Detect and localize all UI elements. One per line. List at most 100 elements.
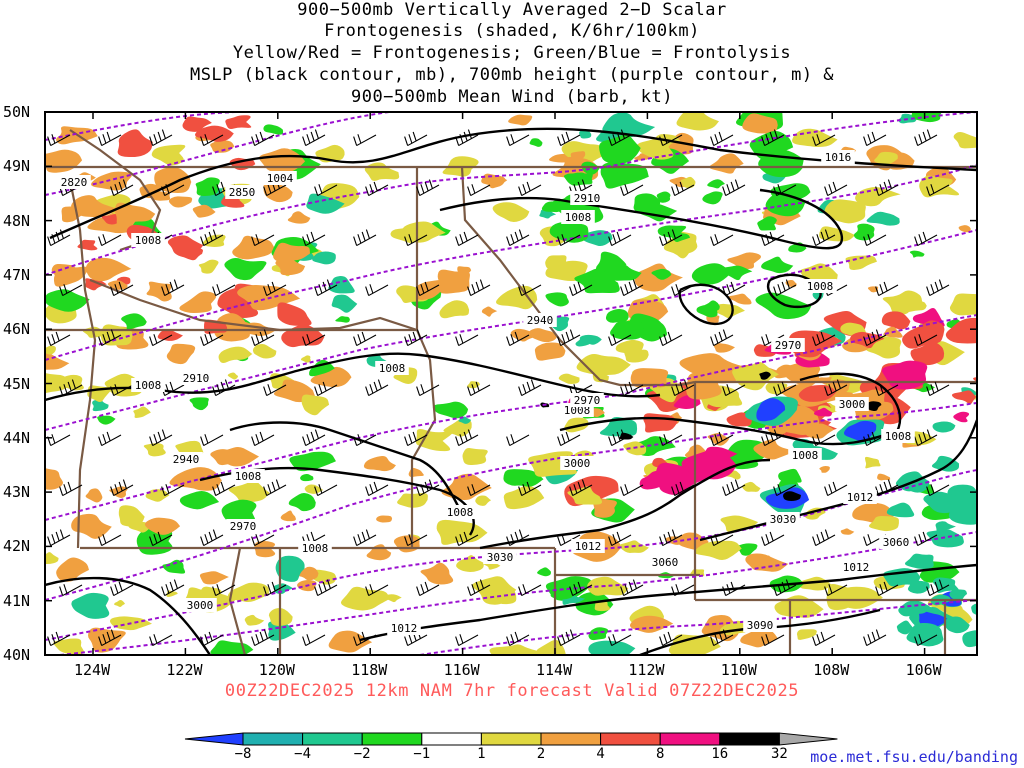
wind-barb (161, 184, 185, 197)
wind-barb (926, 579, 950, 597)
frontogenesis-yellow-region (624, 347, 649, 363)
frontogenesis-yellow-region (680, 176, 696, 189)
wind-barb (812, 134, 836, 147)
wind-barb (812, 434, 836, 447)
wind-barb (161, 484, 185, 497)
svg-text:1008: 1008 (447, 506, 474, 519)
frontolysis-green-region (588, 627, 609, 641)
map-title-line-2: Frontogenesis (shaded, K/6hr/100km) (324, 21, 700, 41)
wind-barb (110, 281, 134, 297)
wind-barb (47, 529, 71, 547)
colorbar-segment (659, 732, 721, 746)
frontogenesis-red-region (195, 125, 234, 142)
frontolysis-green-region (263, 124, 284, 135)
wind-barb (914, 531, 938, 547)
wind-barb (710, 329, 734, 347)
wind-barb (98, 629, 122, 647)
frontolysis-green-region (541, 201, 563, 213)
frontolysis-green-region (545, 292, 569, 307)
wind-barb (659, 331, 683, 347)
wind-barb (812, 229, 836, 247)
frontogenesis-red-region (182, 116, 212, 132)
wind-barb (773, 184, 797, 197)
latitude-label: 50N (3, 103, 31, 121)
frontogenesis-orange-region (280, 510, 296, 522)
height-contour-line (45, 402, 977, 601)
frontolysis-green-region (651, 268, 672, 280)
frontogenesis-orange-region (71, 513, 112, 539)
wind-barb (416, 281, 440, 297)
frontogenesis-intense-region (881, 311, 911, 330)
wind-barb (455, 334, 479, 347)
height-label: 3090 (743, 618, 777, 632)
mslp-label: 1012 (839, 560, 873, 574)
frontogenesis-yellow-region (868, 516, 899, 532)
wind-barb (875, 384, 899, 397)
svg-text:3030: 3030 (770, 513, 797, 526)
wind-barb (263, 479, 287, 497)
wind-barb (761, 231, 785, 247)
wind-barb (659, 631, 683, 647)
mslp-label: 1008 (298, 541, 332, 555)
wind-barb (926, 184, 950, 197)
longitude-label: 112W (628, 661, 665, 679)
svg-text:2970: 2970 (574, 394, 601, 407)
latitude-label: 48N (3, 211, 31, 230)
frontolysis-green-region (633, 193, 661, 214)
wind-barb (404, 629, 428, 647)
wind-barb (773, 381, 797, 397)
wind-barb (506, 229, 530, 247)
frontogenesis-orange-region (840, 528, 855, 535)
wind-barb (710, 534, 734, 547)
frontolysis-green-region (736, 543, 758, 556)
mslp-contour-line (45, 576, 211, 655)
longitude-label: 122W (166, 661, 203, 679)
mslp-contour-line (479, 458, 771, 550)
wind-barb (365, 584, 389, 597)
height-contour-line (45, 112, 520, 196)
frontogenesis-red-region (107, 280, 128, 290)
wind-barb (98, 431, 122, 447)
wind-barb (263, 581, 287, 597)
frontolysis-teal-region (71, 592, 110, 619)
frontogenesis-yellow-region (45, 552, 59, 565)
wind-barb (608, 634, 632, 647)
frontolysis-green-region (574, 268, 620, 294)
wind-barbs (47, 129, 950, 647)
wind-barb (824, 481, 848, 497)
latitude-label: 47N (3, 265, 31, 284)
frontolysis-green-region (755, 292, 812, 320)
wind-barb (557, 431, 581, 447)
frontolysis-teal-region (579, 129, 592, 139)
svg-text:1008: 1008 (564, 404, 591, 417)
wind-barb (161, 579, 185, 597)
height-label: 3060 (879, 535, 913, 549)
frontogenesis-red-region (182, 247, 204, 261)
frontolysis-teal-region (328, 276, 355, 294)
wind-barb (263, 384, 287, 397)
axis-ticks (45, 111, 977, 656)
height-label: 2940 (169, 452, 203, 466)
wind-barb (149, 129, 173, 147)
frontogenesis-orange-region (629, 615, 674, 633)
wind-barb (506, 529, 530, 547)
frontogenesis-orange-region (819, 465, 830, 473)
wind-barb (455, 129, 479, 147)
wind-barb (416, 479, 440, 497)
wind-barb (506, 434, 530, 447)
colorbar-tick-label: 32 (770, 746, 788, 762)
colorbar (184, 732, 838, 746)
frontogenesis-intense-region (902, 320, 945, 349)
wind-barb (518, 284, 542, 297)
frontogenesis-intense-region (639, 470, 678, 490)
wind-barb (200, 434, 224, 447)
latitude-label: 43N (3, 483, 31, 502)
frontogenesis-yellow-region (114, 599, 125, 607)
credit-url[interactable]: moe.met.fsu.edu/banding (810, 748, 1018, 766)
colorbar-segment (361, 732, 423, 746)
frontogenesis-extreme-region (759, 371, 771, 380)
frontogenesis-orange-region (199, 571, 229, 585)
wind-barb (200, 331, 224, 347)
frontogenesis-intense-region (699, 446, 738, 466)
mslp-contour-line (678, 283, 734, 326)
